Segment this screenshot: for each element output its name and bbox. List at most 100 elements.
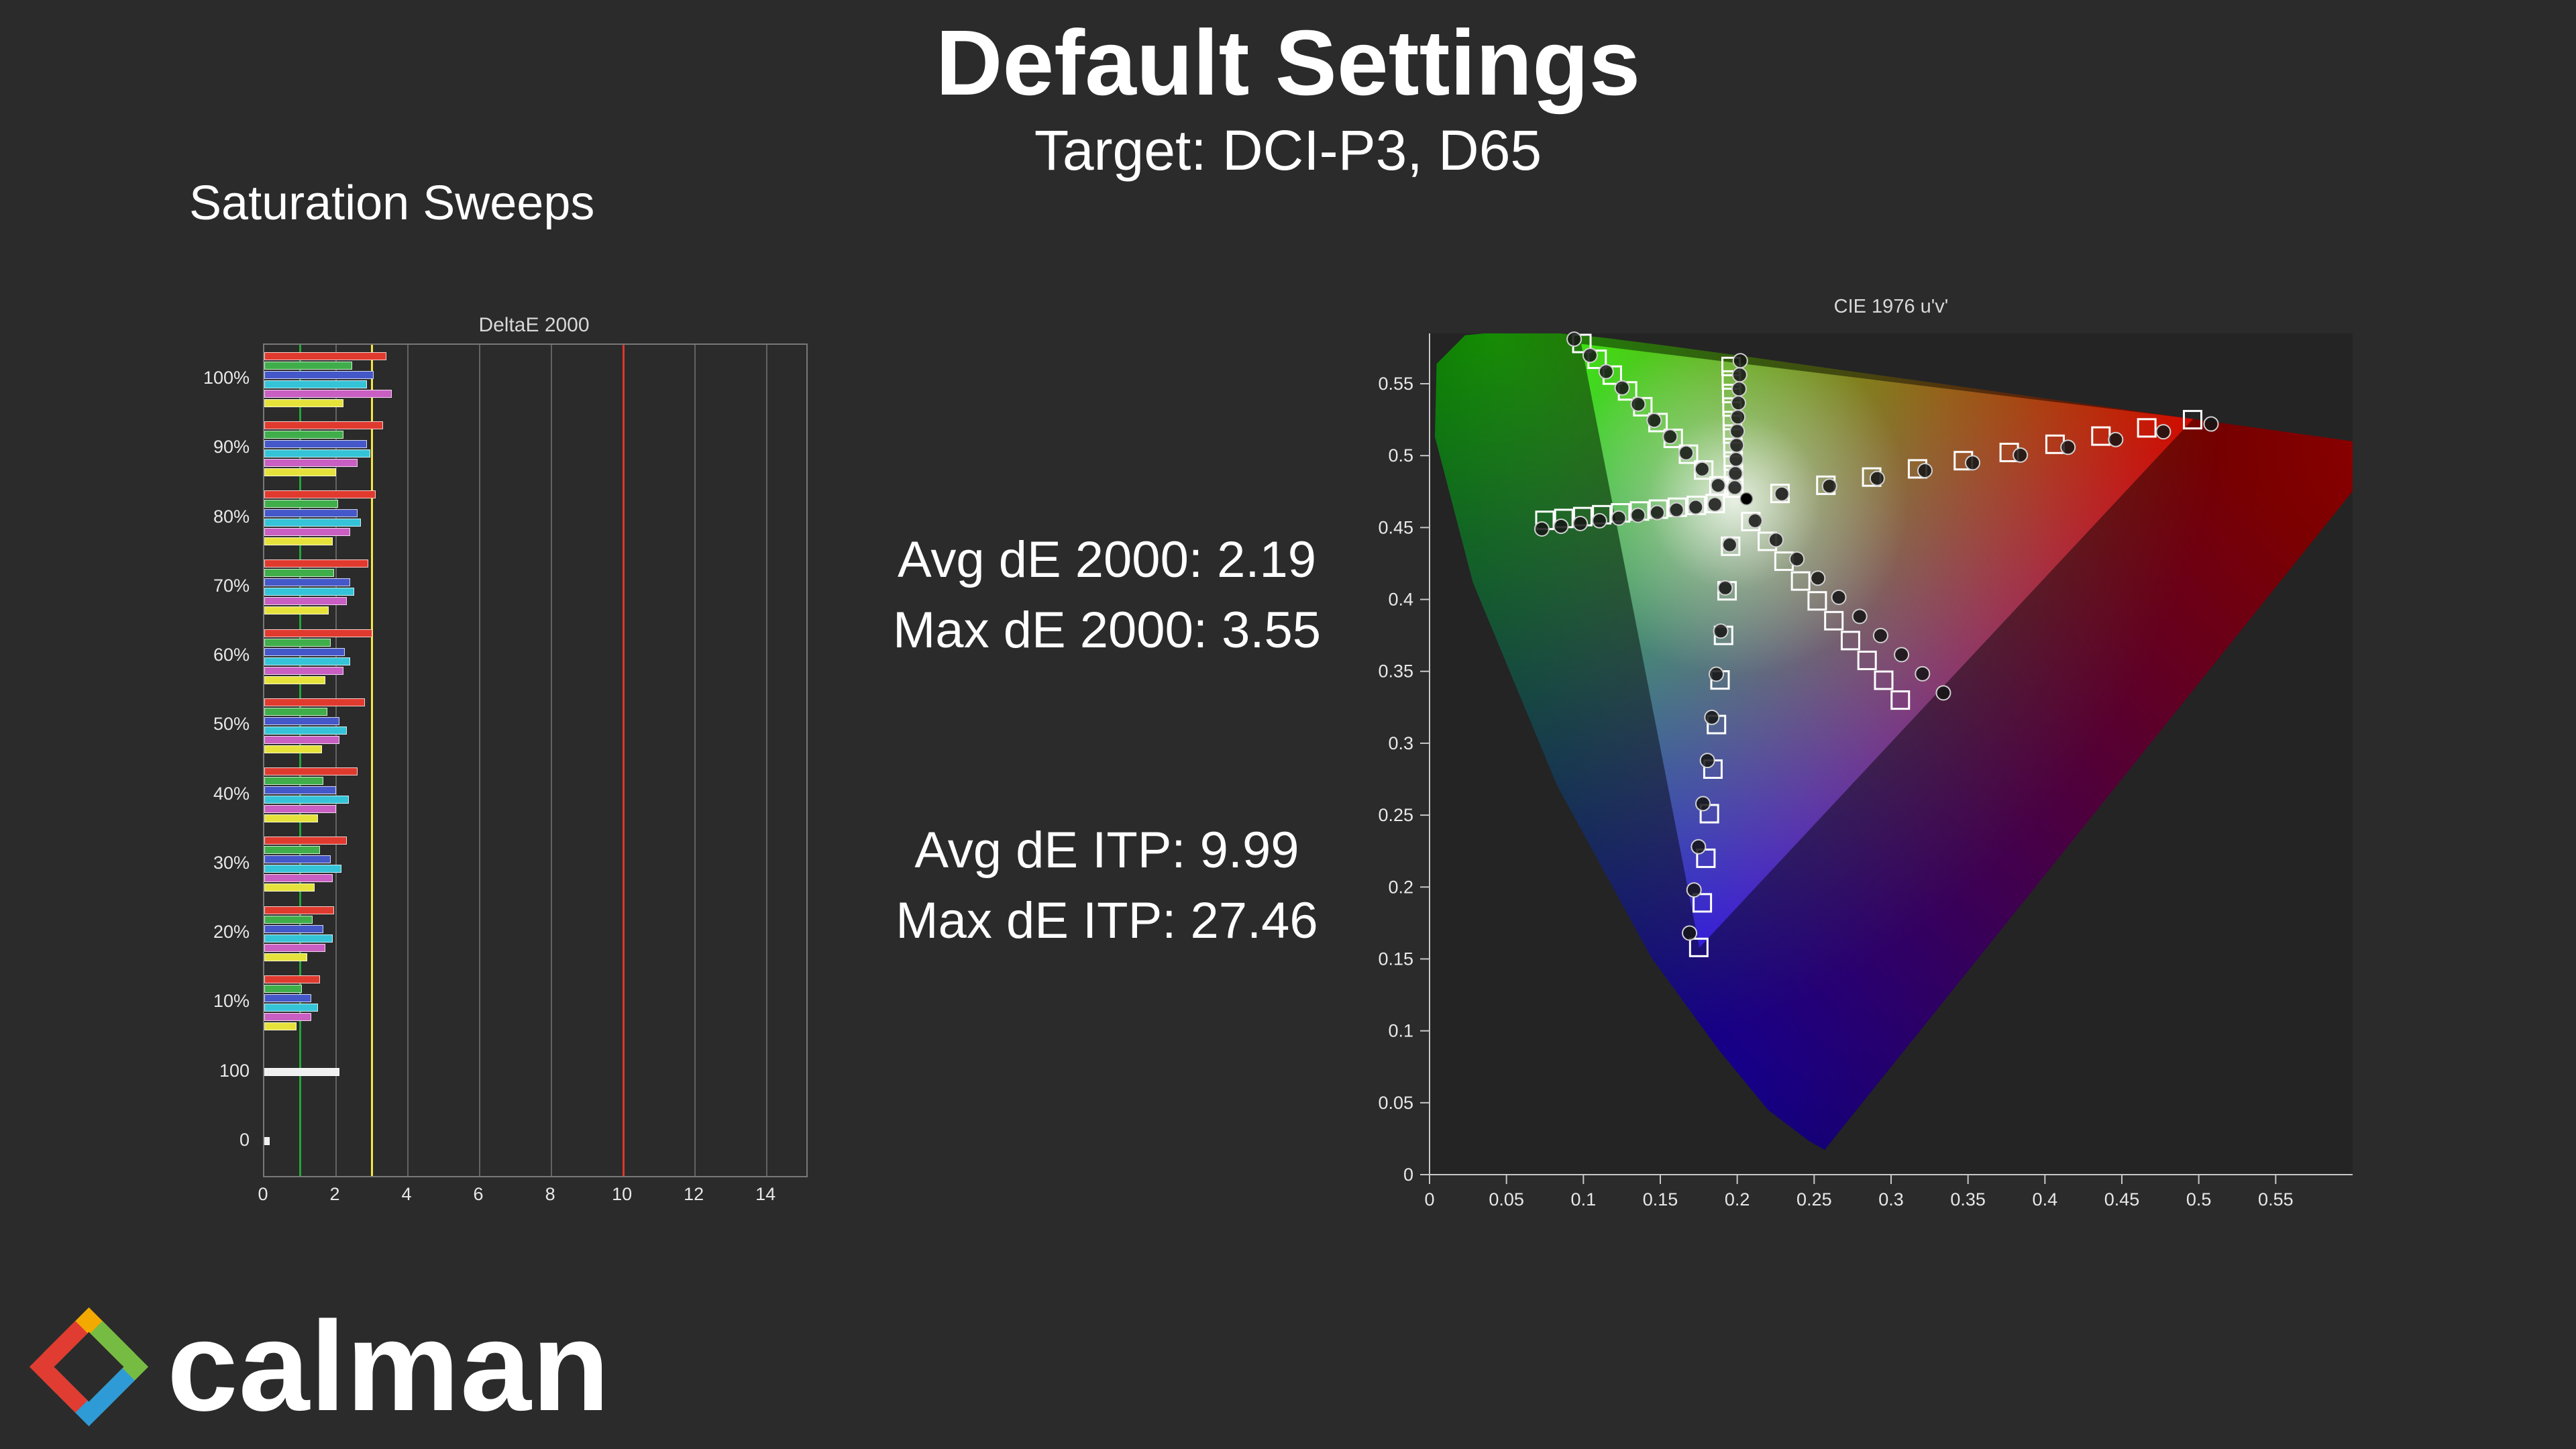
y-tick-label: 0.25 <box>1378 805 1413 825</box>
bar <box>264 389 392 398</box>
bar <box>264 398 343 407</box>
x-axis-label: 8 <box>545 1184 555 1204</box>
measured-circle-cyan <box>1534 521 1550 537</box>
measured-circle-red <box>1917 462 1933 478</box>
measured-circle-blue <box>1708 666 1724 682</box>
bar <box>264 777 324 786</box>
target-square-magenta <box>1890 690 1911 710</box>
measured-circle-blue <box>1713 623 1729 639</box>
de2000-stats: Avg dE 2000: 2.19 Max dE 2000: 3.55 <box>862 525 1352 665</box>
bar <box>264 1022 297 1030</box>
measured-circle-yellow <box>1727 466 1743 482</box>
bar <box>264 666 343 675</box>
measured-circle-cyan <box>1591 513 1607 529</box>
bar <box>264 500 338 508</box>
measured-circle-blue <box>1690 839 1707 855</box>
bar <box>264 1012 311 1021</box>
target-square-magenta <box>1857 650 1877 670</box>
y-axis-label: 40% <box>213 783 250 804</box>
deltae-chart-title: DeltaE 2000 <box>478 314 590 336</box>
bar <box>264 421 383 429</box>
measured-circle-yellow <box>1731 395 1747 411</box>
measured-circle-blue <box>1721 537 1737 553</box>
bar <box>264 883 315 892</box>
x-tick-label: 0.05 <box>1489 1189 1524 1210</box>
target-square-magenta <box>1824 610 1844 631</box>
target-square-blue <box>1696 848 1716 868</box>
bar <box>264 865 342 873</box>
y-axis-label: 100 <box>219 1060 250 1081</box>
page-subtitle: Target: DCI-P3, D65 <box>1034 119 1542 182</box>
cie-chart-title: CIE 1976 u'v' <box>1833 296 1949 317</box>
target-square-magenta <box>1874 670 1894 690</box>
measured-circle-magenta <box>1872 627 1888 643</box>
y-tick-label: 0.15 <box>1378 949 1413 969</box>
measured-circle-yellow <box>1730 409 1746 425</box>
y-tick-label: 0.35 <box>1378 661 1413 682</box>
measured-circle-yellow <box>1731 367 1748 383</box>
measured-circle-yellow <box>1728 451 1744 468</box>
cie-chart: CIE 1976 u'v' 0 0.05 0.1 0.15 0.2 0.25 0.3 0.35… <box>1376 296 2409 1218</box>
bar <box>264 638 331 647</box>
bar <box>264 361 353 370</box>
bar <box>264 597 347 606</box>
deitp-stats: Avg dE ITP: 9.99 Max dE ITP: 27.46 <box>862 815 1352 956</box>
bar <box>264 837 347 845</box>
x-axis-label: 14 <box>755 1184 776 1204</box>
target-square-cyan <box>1705 494 1725 514</box>
grid-line <box>335 345 337 1176</box>
measured-circle-magenta <box>1894 647 1910 663</box>
measured-circle-green <box>1662 429 1678 445</box>
cie-diagram: 0 0.05 0.1 0.15 0.2 0.25 0.3 0.35 0.4 0.45 0.5 0.55… <box>1378 331 2353 1210</box>
bar <box>264 380 367 388</box>
y-tick-label: 0 <box>1403 1165 1413 1185</box>
measured-circle-green <box>1566 331 1582 347</box>
measured-circle-red <box>2155 424 2171 440</box>
y-axis-label: 10% <box>213 991 250 1012</box>
bar <box>264 449 370 458</box>
bar <box>264 906 335 914</box>
measured-circle-yellow <box>1732 353 1748 369</box>
measured-circle-cyan <box>1630 507 1646 523</box>
measured-circle-red <box>2060 439 2076 455</box>
bar <box>264 528 351 537</box>
bar <box>264 846 320 855</box>
target-square-magenta <box>1807 591 1827 611</box>
y-axis-label: 90% <box>213 437 250 458</box>
bar <box>264 1003 319 1012</box>
deltae-y-axis-labels: 100% 90% 80% 70% 60% 50% 40% 30% 20% 10% 100 0 <box>168 343 256 1175</box>
bar <box>264 915 313 924</box>
measured-circle-cyan <box>1707 496 1723 513</box>
x-tick-label: 0.1 <box>1571 1189 1597 1210</box>
bar <box>264 924 324 933</box>
measured-circle-magenta <box>1810 570 1826 586</box>
page-title: Default Settings <box>935 11 1641 115</box>
x-axis-label: 10 <box>612 1184 633 1204</box>
x-axis-label: 0 <box>258 1184 268 1204</box>
saturation-sweeps-label: Saturation Sweeps <box>189 176 595 230</box>
grid-line <box>479 345 481 1176</box>
y-axis-label: 20% <box>213 922 250 942</box>
bar <box>264 647 345 656</box>
x-axis-label: 6 <box>473 1184 484 1204</box>
measured-circle-blue <box>1704 709 1720 725</box>
bar <box>264 1068 340 1077</box>
measured-circle-cyan <box>1553 518 1569 534</box>
bar <box>264 745 322 753</box>
measured-circle-blue <box>1686 882 1702 898</box>
bar <box>264 767 358 776</box>
y-axis-label: 80% <box>213 506 250 527</box>
measured-circle-blue <box>1695 796 1711 812</box>
x-tick-label: 0.5 <box>2186 1189 2212 1210</box>
bar <box>264 468 337 476</box>
target-square-red <box>2182 410 2202 430</box>
bar <box>264 537 333 546</box>
bar <box>264 1137 270 1146</box>
grid-line <box>766 345 768 1176</box>
calman-logo: calman <box>27 1303 610 1430</box>
bar <box>264 676 325 684</box>
bar <box>264 786 337 795</box>
measured-circle-magenta <box>1851 608 1868 625</box>
x-tick-label: 0.35 <box>1950 1189 1986 1210</box>
x-axis-label: 12 <box>684 1184 704 1204</box>
